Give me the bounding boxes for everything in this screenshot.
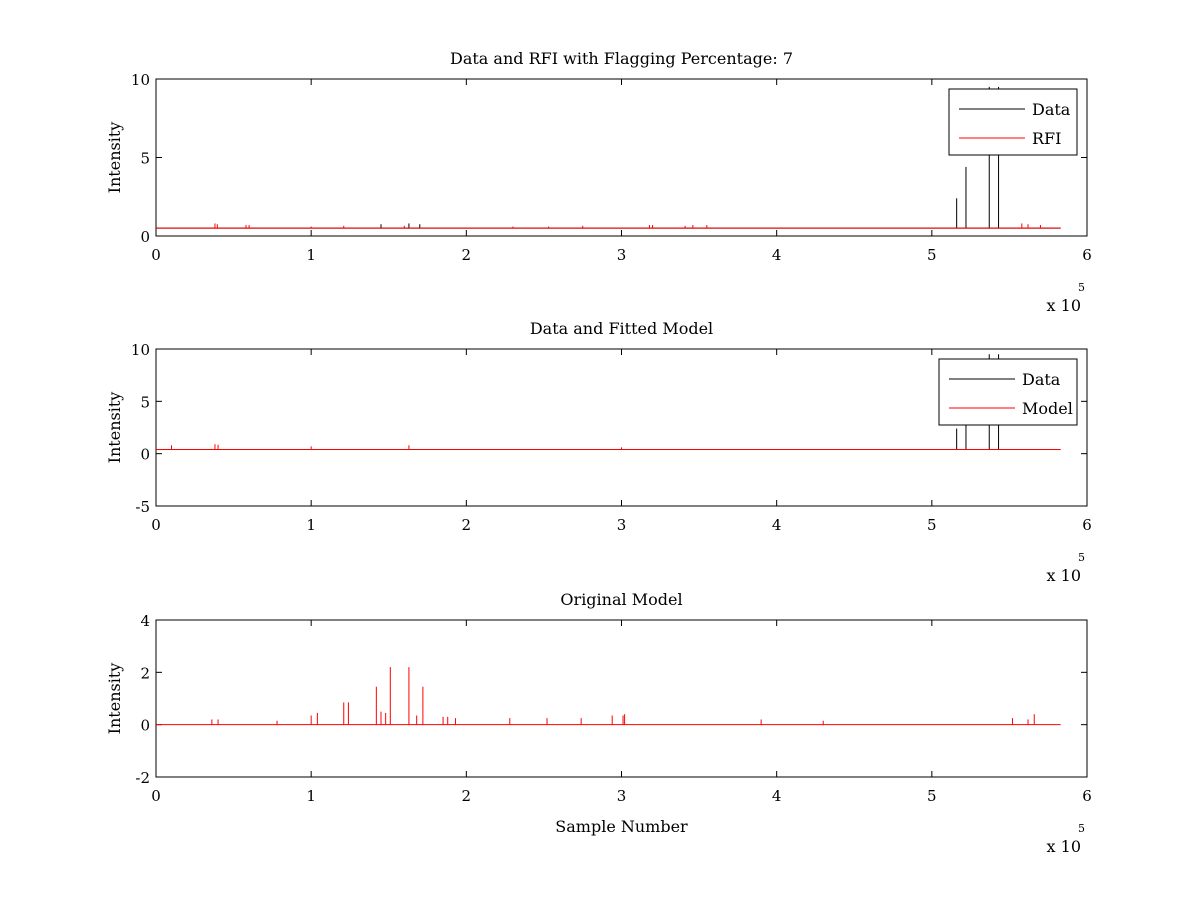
x-tick-label: 3 xyxy=(617,246,627,264)
x-tick-label: 1 xyxy=(306,787,316,805)
x-tick-label: 5 xyxy=(927,787,937,805)
series-data-1 xyxy=(156,354,1061,450)
x-tick-label: 2 xyxy=(462,787,472,805)
series-rfi-2 xyxy=(156,223,1061,229)
x-multiplier: x 10 xyxy=(1047,837,1081,856)
x-tick-label: 0 xyxy=(151,516,161,534)
x-tick-label: 3 xyxy=(617,787,627,805)
x-tick-label: 6 xyxy=(1082,787,1092,805)
plot-area xyxy=(156,354,1061,450)
axes-box xyxy=(155,619,1088,778)
y-tick-label: 2 xyxy=(140,664,150,682)
x-tick-label: 1 xyxy=(306,246,316,264)
x-tick-label: 5 xyxy=(927,516,937,534)
y-axis-label: Intensity xyxy=(105,122,124,194)
x-tick-label: 1 xyxy=(306,516,316,534)
series-model-2 xyxy=(156,444,1061,450)
x-axis-label: Sample Number xyxy=(555,817,688,836)
legend-entry: Data xyxy=(1022,370,1061,389)
y-tick-label: 0 xyxy=(140,228,150,246)
y-tick-label: 4 xyxy=(140,612,150,630)
y-tick-label: 10 xyxy=(131,341,150,359)
y-axis-label: Intensity xyxy=(105,663,124,735)
y-tick-label: -5 xyxy=(135,498,150,516)
legend-entry: Data xyxy=(1032,100,1071,119)
plot-area xyxy=(156,86,1061,229)
chart-title: Original Model xyxy=(560,590,682,609)
x-tick-label: 0 xyxy=(151,246,161,264)
x-tick-label: 3 xyxy=(617,516,627,534)
x-tick-label: 4 xyxy=(772,787,782,805)
series-model-1 xyxy=(156,667,1061,726)
x-tick-label: 2 xyxy=(462,246,472,264)
legend-box xyxy=(948,88,1078,156)
x-tick-label: 4 xyxy=(772,516,782,534)
x-tick-label: 5 xyxy=(927,246,937,264)
x-multiplier-exponent: 5 xyxy=(1078,551,1085,564)
axes-box xyxy=(155,78,1088,237)
y-tick-label: 10 xyxy=(131,71,150,89)
legend-box xyxy=(938,358,1078,426)
legend: Data RFI xyxy=(948,88,1078,156)
chart-panel-1: 0 1 2 3 4 5 6 0 5 10 Data and RFI with Flagging Pe… xyxy=(105,49,1092,315)
x-tick-label: 2 xyxy=(462,516,472,534)
series-data-1 xyxy=(156,86,1061,229)
legend-entry: Model xyxy=(1022,399,1073,418)
x-multiplier: x 10 xyxy=(1047,296,1081,315)
y-tick-label: 0 xyxy=(140,717,150,735)
x-tick-label: 4 xyxy=(772,246,782,264)
y-axis-label: Intensity xyxy=(105,392,124,464)
y-tick-label: 5 xyxy=(140,150,150,168)
chart-title: Data and Fitted Model xyxy=(530,319,713,338)
plot-area xyxy=(156,667,1061,726)
legend: Data Model xyxy=(938,358,1078,426)
chart-title: Data and RFI with Flagging Percentage: 7 xyxy=(450,49,793,68)
x-multiplier: x 10 xyxy=(1047,566,1081,585)
x-multiplier-exponent: 5 xyxy=(1078,822,1085,835)
y-tick-label: 5 xyxy=(140,393,150,411)
y-tick-label: -2 xyxy=(135,769,150,787)
x-tick-label: 6 xyxy=(1082,516,1092,534)
x-tick-label: 6 xyxy=(1082,246,1092,264)
x-tick-label: 0 xyxy=(151,787,161,805)
x-multiplier-exponent: 5 xyxy=(1078,281,1085,294)
legend-entry: RFI xyxy=(1032,129,1061,148)
y-tick-label: 0 xyxy=(140,446,150,464)
